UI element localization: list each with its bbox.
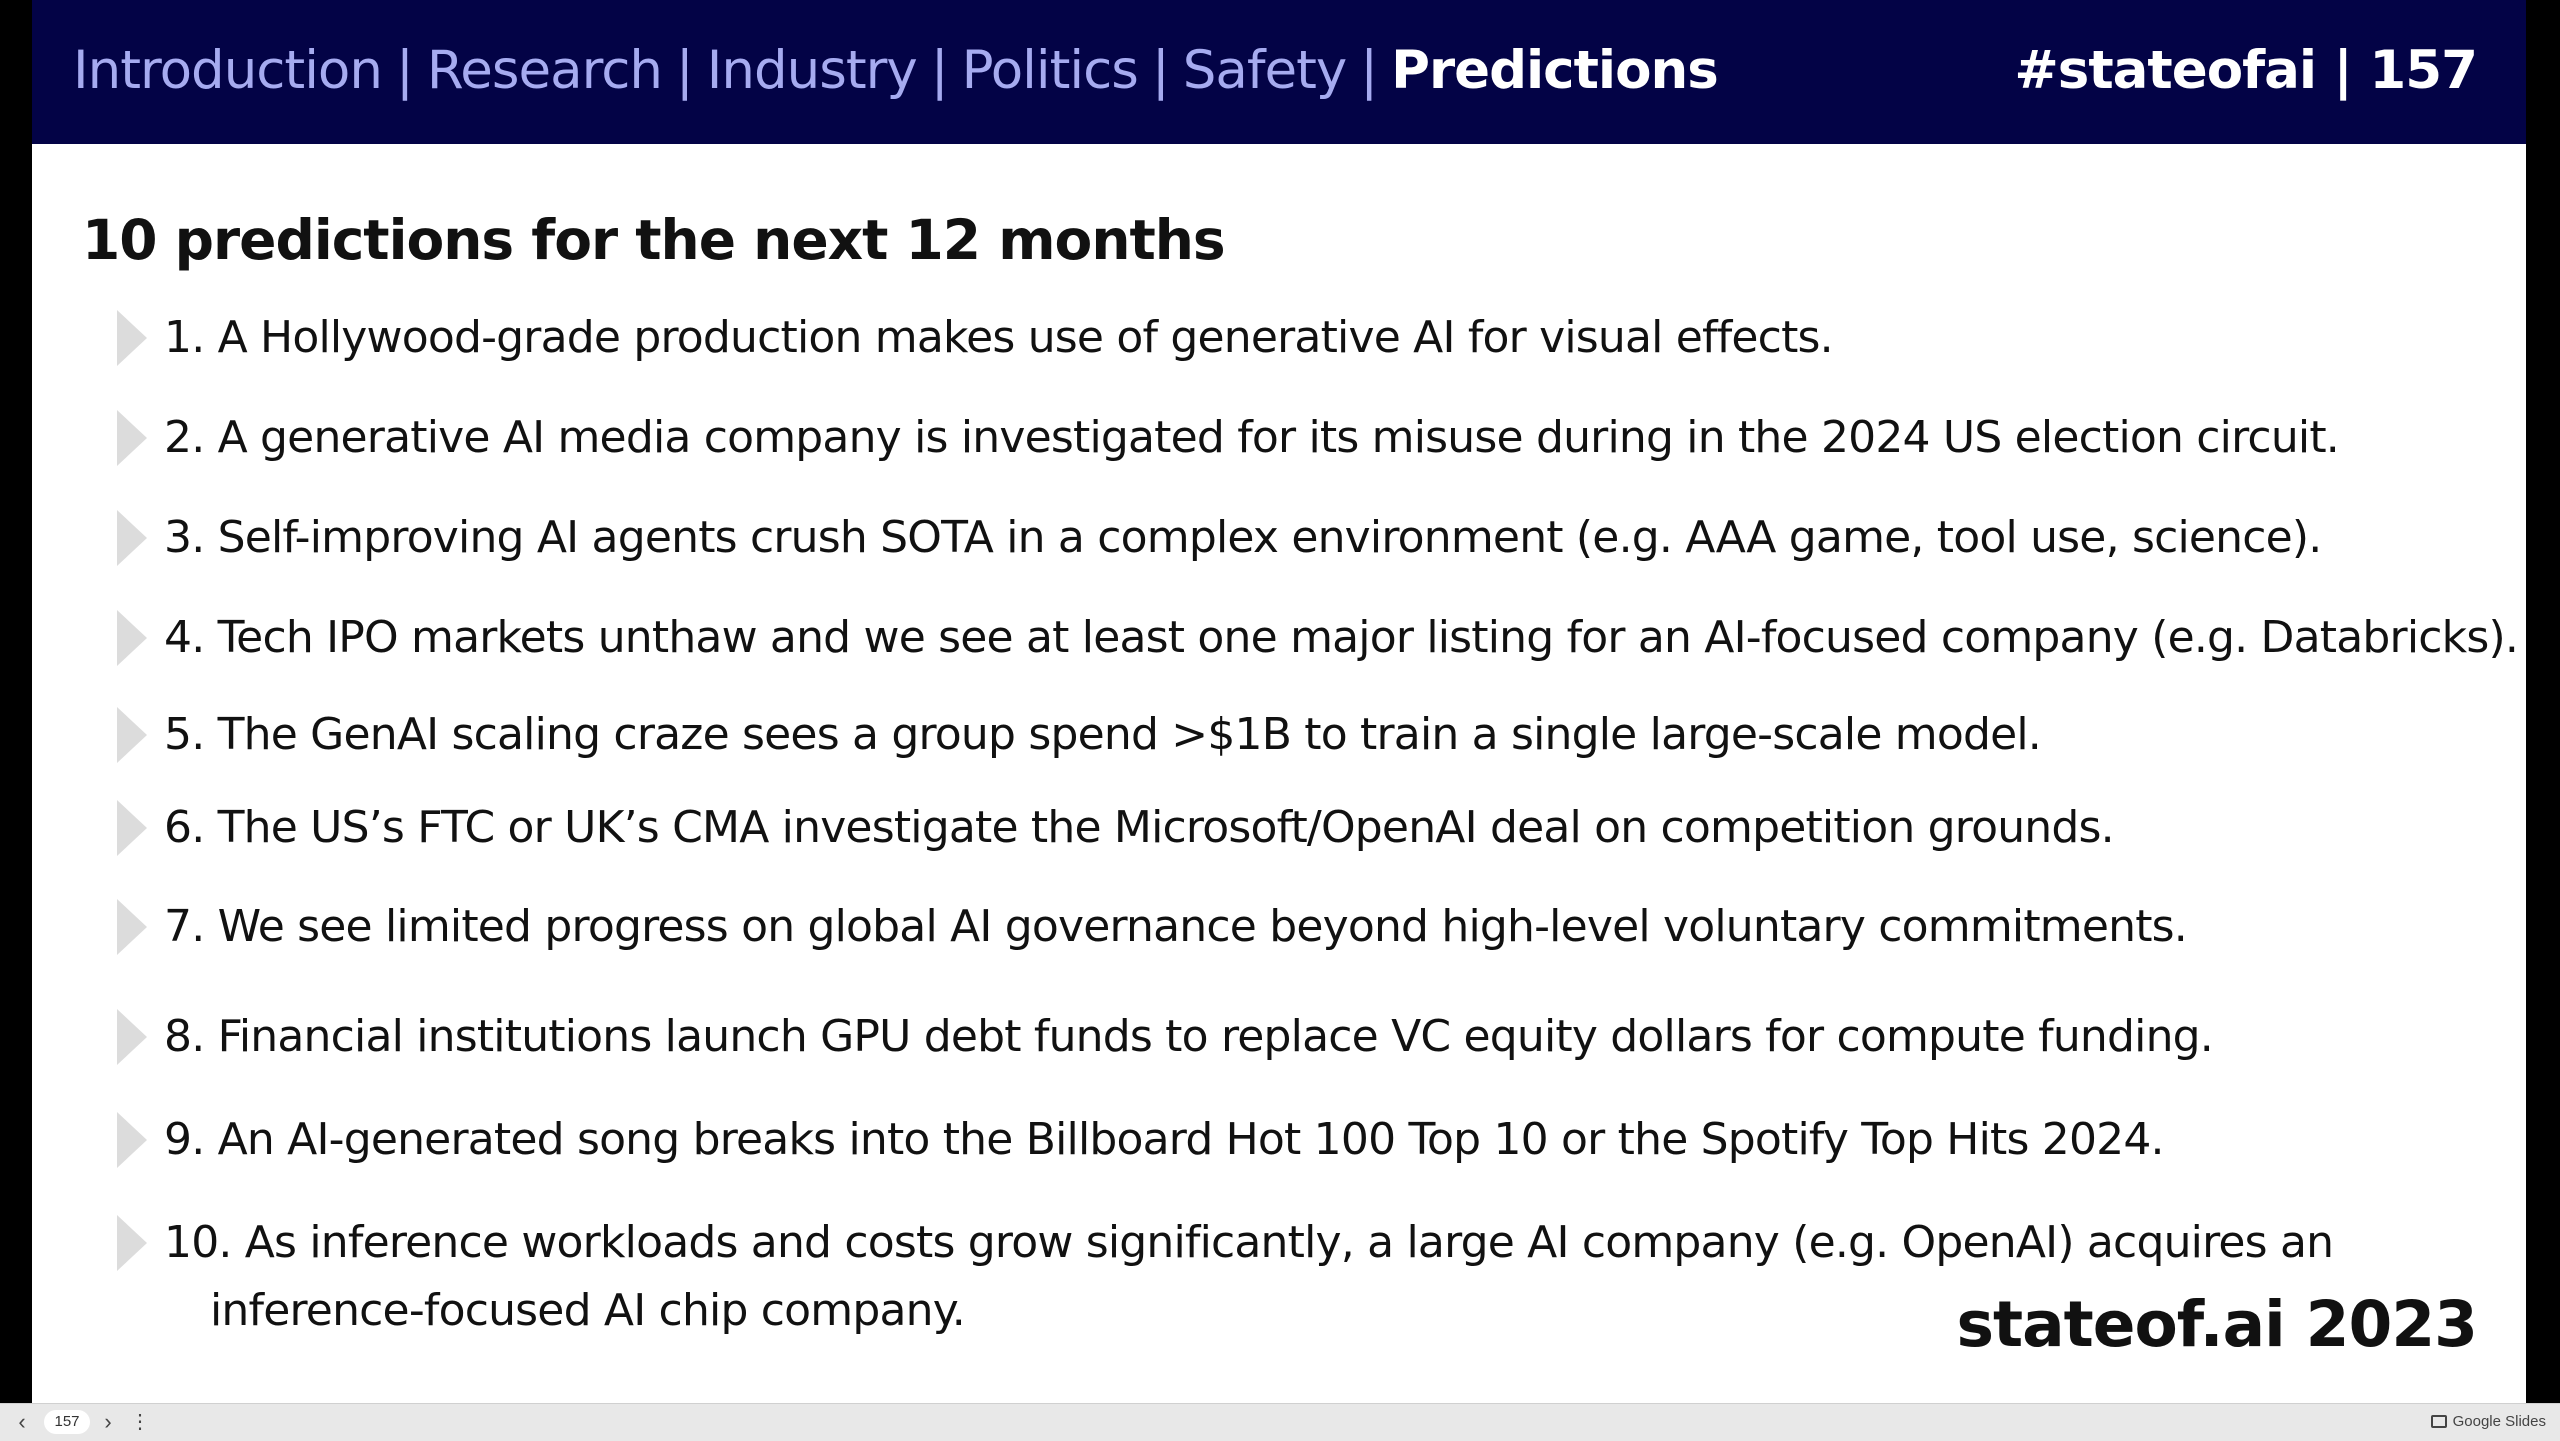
prediction-text: 4. Tech IPO markets unthaw and we see at… xyxy=(164,604,2518,672)
prediction-text: 6. The US’s FTC or UK’s CMA investigate … xyxy=(164,794,2114,862)
bullet-triangle-icon xyxy=(117,1112,147,1168)
prediction-text: 3. Self-improving AI agents crush SOTA i… xyxy=(164,504,2321,572)
bullet-triangle-icon xyxy=(117,510,147,566)
section-nav: Introduction | Research | Industry | Politics |… xyxy=(73,36,1718,106)
prediction-item: 1. A Hollywood-grade production makes us… xyxy=(82,304,2502,384)
prediction-text: 8. Financial institutions launch GPU deb… xyxy=(164,1003,2213,1071)
nav-separator: | xyxy=(382,36,427,106)
nav-separator: | xyxy=(1138,36,1183,106)
viewer-toolbar: ‹ 157 › ⋮ Google Slides xyxy=(0,1403,2560,1441)
nav-separator: | xyxy=(1346,36,1391,106)
prediction-item: 2. A generative AI media company is inve… xyxy=(82,404,2502,484)
more-vertical-icon[interactable]: ⋮ xyxy=(130,1410,146,1434)
bullet-triangle-icon xyxy=(117,610,147,666)
bullet-triangle-icon xyxy=(117,1215,147,1271)
prediction-text: 7. We see limited progress on global AI … xyxy=(164,893,2187,961)
app-label: Google Slides xyxy=(2453,1413,2546,1430)
brand-footer: stateof.ai 2023 xyxy=(1956,1290,2477,1360)
prediction-item: 9. An AI-generated song breaks into the … xyxy=(82,1106,2502,1186)
nav-item-predictions: Predictions xyxy=(1391,36,1718,106)
prediction-item: 8. Financial institutions launch GPU deb… xyxy=(82,1003,2502,1083)
chevron-left-icon[interactable]: ‹ xyxy=(10,1410,34,1434)
prediction-item: 6. The US’s FTC or UK’s CMA investigate … xyxy=(82,794,2502,874)
bullet-triangle-icon xyxy=(117,1009,147,1065)
hashtag-page-number: #stateofai | 157 xyxy=(2014,36,2477,106)
nav-separator: | xyxy=(917,36,962,106)
nav-separator: | xyxy=(662,36,707,106)
nav-item-research: Research xyxy=(427,36,662,106)
nav-item-industry: Industry xyxy=(707,36,917,106)
bullet-triangle-icon xyxy=(117,707,147,763)
prediction-text: 2. A generative AI media company is inve… xyxy=(164,404,2339,472)
slide: Introduction | Research | Industry | Politics |… xyxy=(32,0,2526,1403)
slides-icon xyxy=(2431,1415,2447,1428)
bullet-triangle-icon xyxy=(117,310,147,366)
prediction-text: 1. A Hollywood-grade production makes us… xyxy=(164,304,1833,372)
google-slides-label[interactable]: Google Slides xyxy=(2431,1410,2546,1434)
bullet-triangle-icon xyxy=(117,899,147,955)
prediction-item: 7. We see limited progress on global AI … xyxy=(82,893,2502,973)
prediction-text: 5. The GenAI scaling craze sees a group … xyxy=(164,701,2041,769)
page-number-indicator[interactable]: 157 xyxy=(44,1410,90,1434)
bullet-triangle-icon xyxy=(117,800,147,856)
prediction-item: 4. Tech IPO markets unthaw and we see at… xyxy=(82,604,2502,684)
nav-item-introduction: Introduction xyxy=(73,36,382,106)
slide-title: 10 predictions for the next 12 months xyxy=(82,205,1225,275)
chevron-right-icon[interactable]: › xyxy=(96,1410,120,1434)
bullet-triangle-icon xyxy=(117,410,147,466)
prediction-item: 5. The GenAI scaling craze sees a group … xyxy=(82,701,2502,781)
prediction-text: 9. An AI-generated song breaks into the … xyxy=(164,1106,2164,1174)
header-band: Introduction | Research | Industry | Politics |… xyxy=(32,0,2526,144)
nav-item-safety: Safety xyxy=(1183,36,1347,106)
prediction-text-line: 10. As inference workloads and costs gro… xyxy=(164,1217,2333,1268)
prediction-item: 3. Self-improving AI agents crush SOTA i… xyxy=(82,504,2502,584)
nav-item-politics: Politics xyxy=(962,36,1138,106)
